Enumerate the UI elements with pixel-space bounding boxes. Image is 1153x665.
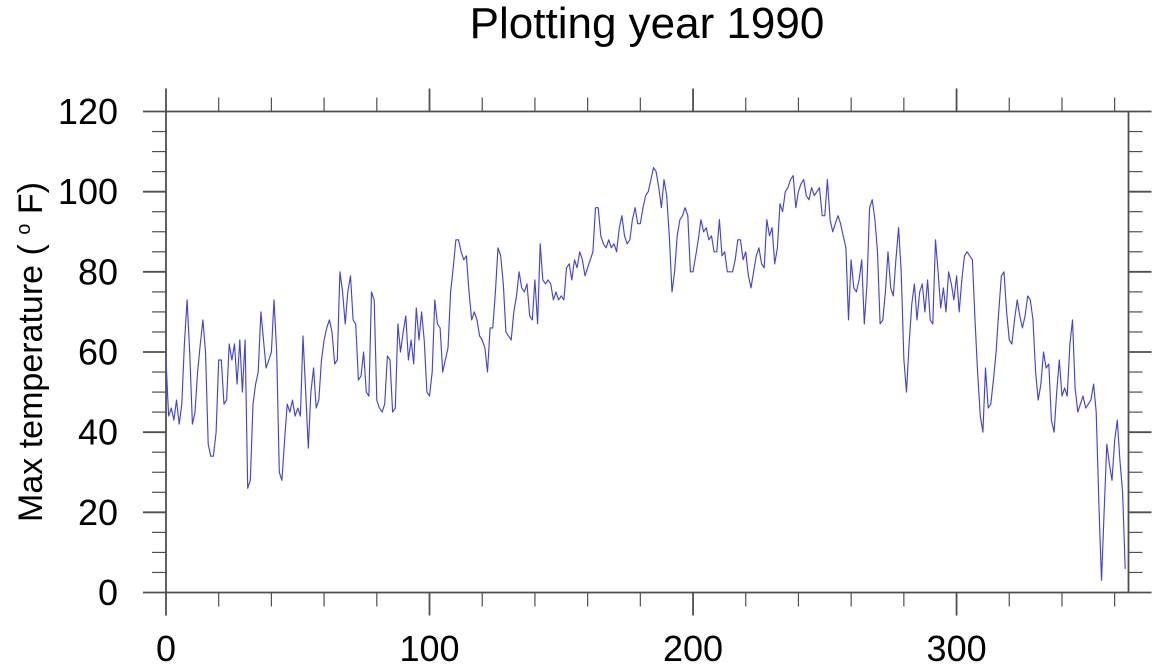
- y-tick-label-80: 80: [78, 251, 118, 292]
- y-tick-label-20: 20: [78, 492, 118, 533]
- temperature-series-line: [165, 167, 1126, 582]
- y-tick-label-40: 40: [78, 412, 118, 453]
- chart-title: Plotting year 1990: [470, 0, 825, 48]
- y-tick-label-120: 120: [58, 91, 118, 132]
- y-tick-label-100: 100: [58, 171, 118, 212]
- y-tick-label-60: 60: [78, 332, 118, 373]
- x-tick-label-0: 0: [156, 628, 176, 665]
- x-tick-label-300: 300: [927, 628, 987, 665]
- degree-superscript: o: [13, 224, 35, 235]
- y-axis-title: Max temperature ( o F): [0, 182, 50, 522]
- ticks-layer: [143, 88, 1152, 616]
- y-tick-labels: 0 20 40 60 80 100 120: [58, 91, 118, 613]
- x-tick-label-200: 200: [663, 628, 723, 665]
- series-layer: [165, 167, 1126, 582]
- x-tick-label-100: 100: [399, 628, 459, 665]
- y-axis-title-unit: F): [12, 182, 50, 214]
- y-axis-title-main: Max temperature (: [12, 244, 50, 522]
- y-tick-label-0: 0: [98, 572, 118, 613]
- x-tick-labels: 0 100 200 300: [156, 628, 987, 665]
- plot-frame: [165, 110, 1130, 594]
